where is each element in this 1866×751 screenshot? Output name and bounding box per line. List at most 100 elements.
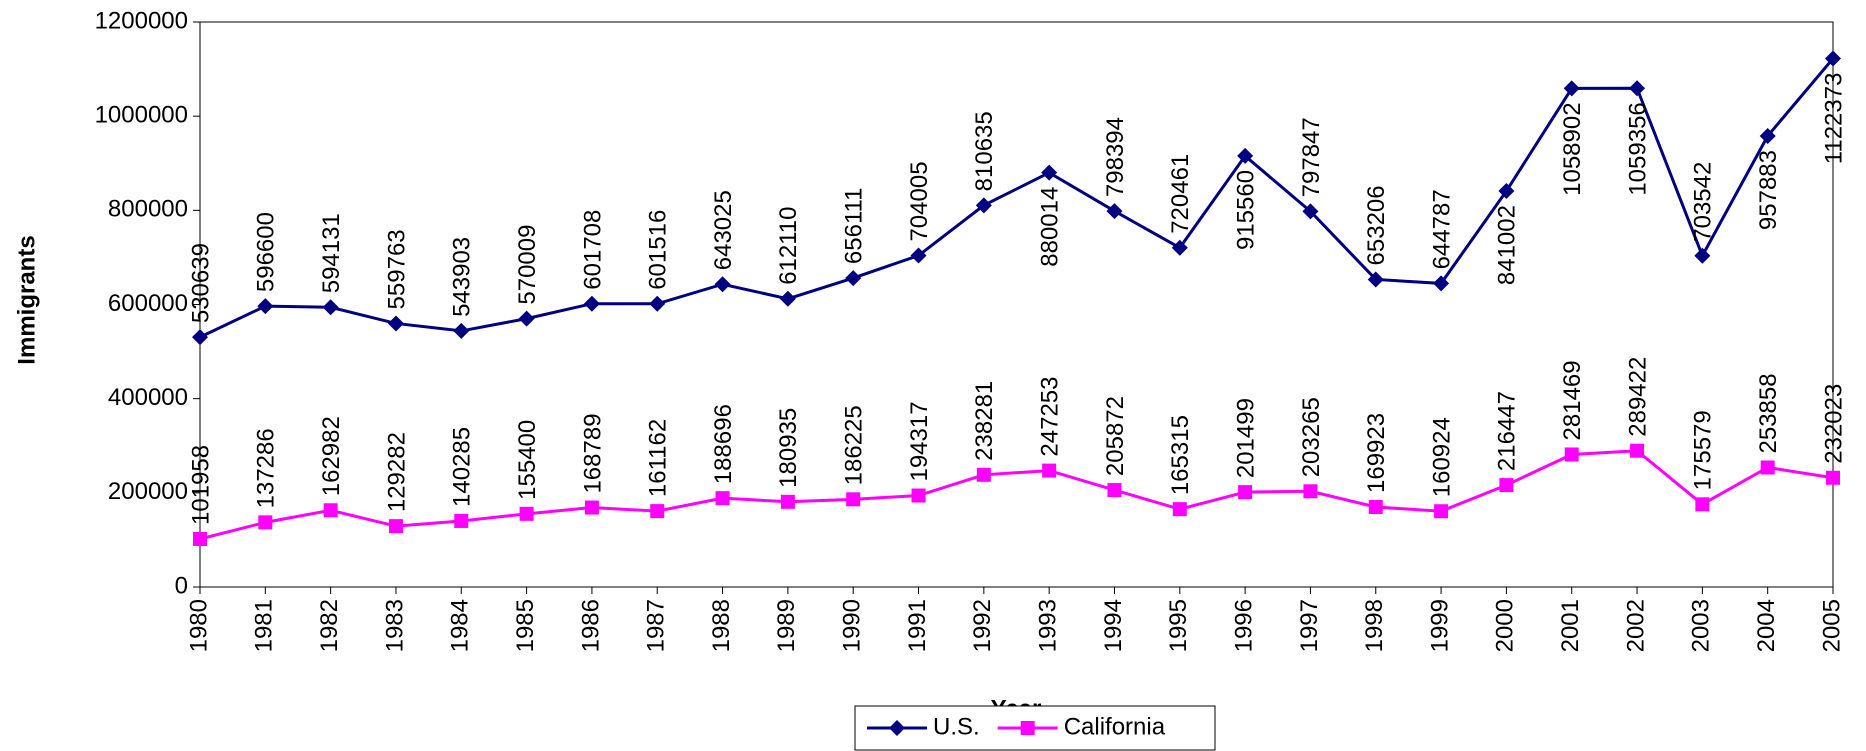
point (257, 298, 274, 315)
y-tick-label: 800000 (108, 196, 188, 223)
data-label: 1058902 (1559, 102, 1586, 195)
data-label: 175579 (1690, 410, 1717, 490)
data-label: 155400 (514, 420, 541, 500)
point (1760, 460, 1775, 475)
data-label: 841002 (1494, 205, 1521, 285)
x-tick-label: 1994 (1100, 599, 1127, 652)
point (1367, 271, 1384, 288)
data-label: 559763 (383, 229, 410, 309)
data-label: 232023 (1820, 384, 1847, 464)
x-tick-label: 1985 (512, 599, 539, 652)
point (976, 467, 991, 482)
legend-label: U.S. (933, 713, 980, 740)
x-tick-label: 1998 (1361, 599, 1388, 652)
data-label: 653206 (1363, 185, 1390, 265)
point (1630, 443, 1645, 458)
point (387, 315, 404, 332)
point (453, 322, 470, 339)
data-label: 543903 (449, 237, 476, 317)
legend-marker (889, 720, 905, 736)
point (910, 247, 927, 264)
data-label: 797847 (1298, 117, 1325, 197)
series-line (199, 449, 1834, 541)
x-tick-label: 1993 (1035, 599, 1062, 652)
x-tick-label: 1983 (381, 599, 408, 652)
x-tick-label: 2001 (1557, 599, 1584, 652)
x-tick-label: 1995 (1165, 599, 1192, 652)
x-tick-label: 1990 (839, 599, 866, 652)
data-label: 203265 (1298, 397, 1325, 477)
x-tick-label: 2004 (1753, 599, 1780, 652)
x-tick-label: 1982 (316, 599, 343, 652)
point (519, 506, 534, 521)
y-axis-label: Immigrants (13, 235, 40, 364)
data-label: 957883 (1755, 150, 1782, 230)
point (975, 197, 992, 214)
point (1498, 183, 1515, 200)
point (583, 295, 600, 312)
point (649, 295, 666, 312)
data-label: 1059356 (1624, 102, 1651, 195)
point (1563, 80, 1580, 97)
data-label: 101958 (187, 445, 214, 525)
data-label: 238281 (971, 381, 998, 461)
data-label: 703542 (1690, 162, 1717, 242)
x-tick-label: 1992 (969, 599, 996, 652)
x-tick-label: 1996 (1230, 599, 1257, 652)
point (518, 310, 535, 327)
point (1825, 50, 1841, 67)
data-label: 129282 (383, 432, 410, 512)
point (1041, 164, 1058, 181)
y-tick-label: 1000000 (95, 102, 188, 129)
point (715, 491, 730, 506)
data-label: 205872 (1102, 396, 1129, 476)
point (1237, 147, 1254, 164)
data-label: 216447 (1494, 391, 1521, 471)
point (846, 492, 861, 507)
data-label: 160924 (1428, 417, 1455, 497)
point (1564, 447, 1579, 462)
point (454, 513, 469, 528)
data-label: 140285 (449, 427, 476, 507)
point (779, 290, 796, 307)
data-label: 247253 (1037, 376, 1064, 456)
data-label: 162982 (318, 416, 345, 496)
point (1303, 484, 1318, 499)
point (1302, 203, 1319, 220)
legend-label: California (1064, 713, 1166, 740)
data-label: 1122373 (1820, 73, 1847, 165)
point (584, 500, 599, 515)
y-tick-label: 1200000 (95, 7, 188, 34)
data-label: 601708 (579, 210, 606, 290)
point (1695, 497, 1710, 512)
point (1759, 127, 1776, 144)
data-label: 644787 (1428, 189, 1455, 269)
x-tick-label: 2005 (1818, 599, 1845, 652)
point (1172, 502, 1187, 517)
point (911, 488, 926, 503)
series-line (199, 57, 1835, 339)
data-label: 704005 (906, 161, 933, 241)
point (193, 531, 207, 546)
x-tick-label: 1980 (185, 599, 212, 652)
data-label: 180935 (775, 408, 802, 488)
y-tick-label: 600000 (108, 290, 188, 317)
x-tick-label: 1987 (643, 599, 670, 652)
data-label: 915560 (1232, 170, 1259, 250)
point (780, 494, 795, 509)
point (1171, 239, 1188, 256)
data-label: 165315 (1167, 415, 1194, 495)
data-label: 201499 (1232, 398, 1259, 478)
y-tick-label: 200000 (108, 478, 188, 505)
point (1106, 203, 1123, 220)
y-tick-label: 0 (175, 572, 188, 599)
data-label: 289422 (1624, 357, 1651, 437)
point (1042, 463, 1057, 478)
data-label: 612110 (775, 206, 802, 284)
x-tick-label: 1984 (447, 599, 474, 652)
point (1368, 499, 1383, 514)
data-label: 161162 (645, 419, 672, 497)
x-tick-label: 2003 (1688, 599, 1715, 652)
x-tick-label: 1986 (577, 599, 604, 652)
point (1499, 478, 1514, 493)
